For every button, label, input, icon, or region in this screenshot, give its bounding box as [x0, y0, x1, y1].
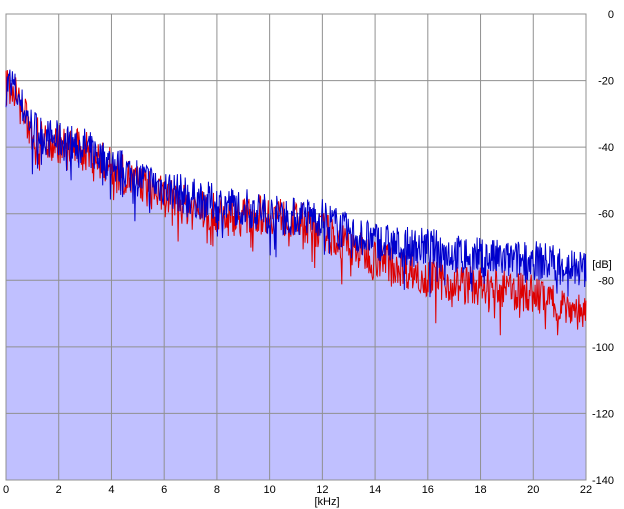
y-tick-label: -120	[592, 408, 614, 420]
plot-frame	[5, 13, 587, 481]
y-tick-label: 0	[608, 9, 614, 21]
x-tick-label: 4	[108, 484, 114, 496]
series-line-1	[5, 69, 587, 298]
x-axis-ticks: 0 2 4 6 8 10 12 14 16 18 20 22	[3, 484, 592, 496]
y-tick-label: -40	[598, 142, 614, 154]
x-tick-label: 2	[56, 484, 62, 496]
x-tick-label: 10	[264, 484, 276, 496]
y-tick-label: -80	[598, 275, 614, 287]
x-tick-label: 8	[214, 484, 220, 496]
x-tick-label: 16	[422, 484, 434, 496]
y-tick-label: -60	[598, 209, 614, 221]
x-tick-label: 6	[161, 484, 167, 496]
spectrum-fill	[6, 69, 586, 480]
x-tick-label: 14	[369, 484, 381, 496]
x-tick-label: 18	[474, 484, 486, 496]
x-tick-label: 22	[580, 484, 592, 496]
series-line-2	[5, 69, 587, 336]
x-tick-label: 20	[527, 484, 539, 496]
x-axis-unit-label: [kHz]	[314, 496, 339, 508]
y-tick-label: -20	[598, 76, 614, 88]
x-tick-label: 12	[316, 484, 328, 496]
x-tick-label: 0	[3, 484, 9, 496]
y-tick-label: -140	[592, 475, 614, 487]
spectrum-area	[6, 69, 586, 480]
y-axis-ticks: 0 -20 -40 -60 -80 -100 -120 -140	[592, 9, 614, 487]
y-tick-label: -100	[592, 342, 614, 354]
series-lines	[5, 69, 587, 336]
y-axis-unit-label: [dB]	[592, 259, 612, 271]
